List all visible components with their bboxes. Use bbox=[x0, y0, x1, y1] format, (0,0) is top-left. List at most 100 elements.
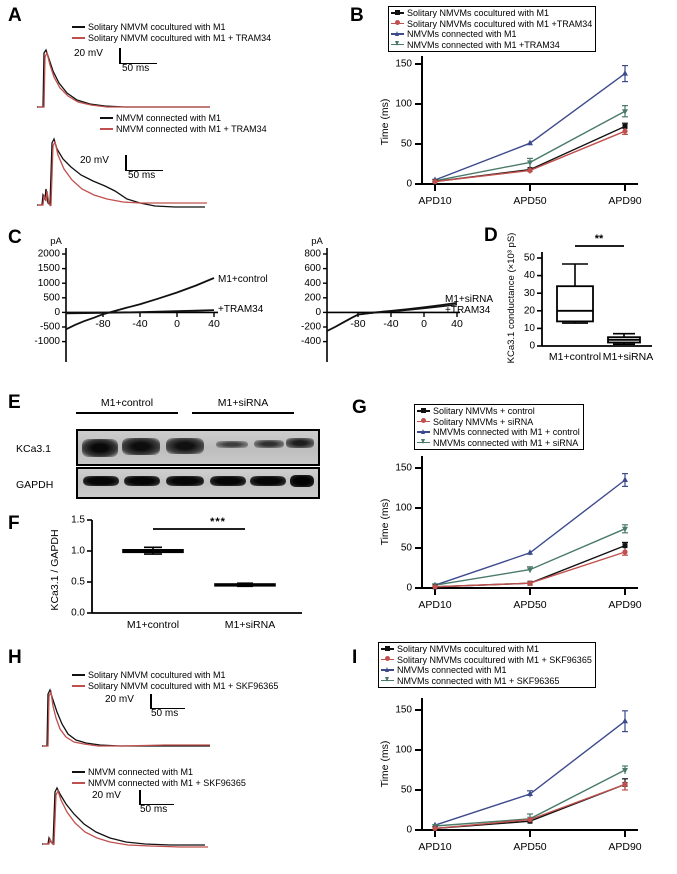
scale-voltage-label: 20 mV bbox=[92, 790, 121, 801]
legend-label: NMVMs connected with M1 + control bbox=[433, 427, 580, 437]
annotation-tram34: +TRAM34 bbox=[445, 305, 491, 316]
legend-label: NMVMs connected with M1 bbox=[397, 665, 507, 675]
iv-curve-right: pA 800 600 400 200 0 -200 -400 -80 -40 bbox=[301, 236, 493, 362]
blot-band bbox=[254, 440, 284, 448]
legend-label: Solitary NMVMs cocultured with M1 bbox=[407, 8, 550, 18]
legend-marker-triangle-teal bbox=[417, 438, 430, 447]
y-tick-label: 1500 bbox=[38, 263, 61, 274]
blot-band bbox=[122, 438, 160, 455]
x-tick-label: APD10 bbox=[418, 195, 451, 207]
y-tick-label: -400 bbox=[301, 336, 321, 347]
line-chart-b: 150 100 50 0 APD10 APD50 APD90 bbox=[379, 56, 642, 207]
scale-horizontal-bar bbox=[150, 707, 185, 709]
x-tick-label: M1+siRNA bbox=[225, 619, 275, 631]
y-tick-label: 150 bbox=[395, 59, 412, 70]
legend-row: NMVMs connected with M1 bbox=[391, 29, 592, 40]
panel-h-bottom-trace-plot bbox=[40, 780, 235, 852]
legend-line-red bbox=[72, 781, 85, 784]
legend-row: Solitary NMVM cocultured with M1 bbox=[72, 670, 278, 681]
legend-row: Solitary NMVMs + control bbox=[417, 406, 580, 417]
ap-trace-svg-a-bottom bbox=[37, 137, 207, 208]
box-m1-sirna bbox=[607, 332, 641, 345]
legend-marker-square-black bbox=[391, 9, 404, 18]
scale-time-label: 50 ms bbox=[128, 170, 156, 181]
y-tick-label: 600 bbox=[304, 263, 321, 274]
blot-band bbox=[82, 439, 118, 457]
blot-row-gapdh bbox=[76, 467, 320, 499]
scale-voltage-label: 20 mV bbox=[74, 48, 103, 59]
legend-row: NMVM connected with M1 bbox=[100, 113, 267, 124]
ap-trace-svg-h-top bbox=[42, 688, 210, 747]
legend-row: NMVM connected with M1 bbox=[72, 767, 246, 778]
y-tick-label: 0 bbox=[54, 307, 60, 318]
y-ticks: 150 100 50 0 bbox=[395, 463, 422, 594]
x-tick-label: 0 bbox=[174, 318, 180, 330]
legend-label: NMVMs connected with M1 +TRAM34 bbox=[407, 39, 560, 50]
y-axis-label: Time (ms) bbox=[379, 741, 391, 788]
y-tick-label: 10 bbox=[524, 323, 536, 334]
y-tick-label: 500 bbox=[43, 292, 60, 303]
y-ticks: 150 100 50 0 bbox=[395, 705, 422, 836]
legend-label: Solitary NMVMs cocultured with M1 +TRAM3… bbox=[407, 18, 593, 29]
box-plot-f: KCa3.1 / GAPDH 0.0 0.5 1.0 1.5 bbox=[49, 515, 302, 631]
iv-curve-left: pA 2000 1500 1000 500 0 -500 -1000 bbox=[34, 236, 268, 362]
y-tick-label: 0 bbox=[529, 341, 535, 352]
trace-red bbox=[38, 140, 207, 207]
scale-vertical-bar bbox=[139, 790, 141, 805]
legend-label: NMVMs connected with M1 bbox=[407, 29, 517, 39]
y-tick-label: 100 bbox=[395, 99, 412, 110]
x-tick-label: 0 bbox=[421, 318, 427, 330]
trace-red bbox=[38, 51, 210, 108]
blot-band bbox=[216, 441, 248, 448]
y-tick-label: 0 bbox=[406, 179, 412, 190]
trace-red bbox=[43, 689, 210, 747]
y-tick-label: 1.5 bbox=[71, 515, 85, 526]
y-tick-label: -500 bbox=[40, 322, 60, 333]
legend-row: Solitary NMVM cocultured with M1 bbox=[72, 22, 271, 33]
legend-label: NMVM connected with M1 bbox=[88, 767, 194, 777]
panel-c-right-chart: pA 800 600 400 200 0 -200 -400 -80 -40 bbox=[285, 232, 500, 377]
y-tick-label: 0 bbox=[406, 825, 412, 836]
panel-label-f: F bbox=[8, 513, 20, 534]
curve-tram34 bbox=[326, 304, 458, 332]
y-tick-label: 50 bbox=[524, 253, 536, 264]
scale-vertical-bar bbox=[150, 694, 152, 709]
legend-line-red bbox=[72, 36, 85, 39]
legend-label: Solitary NMVM cocultured with M1 bbox=[88, 670, 226, 680]
ap-trace-svg-h-bottom bbox=[42, 786, 208, 848]
scale-vertical-bar bbox=[119, 48, 121, 64]
y-tick-label: 50 bbox=[401, 543, 413, 554]
panel-h-top-scalebar: 20 mV 50 ms bbox=[105, 694, 205, 720]
legend-line-black bbox=[72, 26, 85, 29]
series-red bbox=[432, 128, 628, 185]
ap-trace-svg-a-top bbox=[37, 48, 210, 108]
panel-i-legend: Solitary NMVMs cocultured with M1 Solita… bbox=[378, 642, 596, 688]
legend-marker-triangle-blue bbox=[381, 666, 394, 675]
x-ticks: -80 -40 0 40 bbox=[95, 312, 220, 330]
y-axis-label: KCa3.1 / GAPDH bbox=[49, 529, 61, 610]
legend-row: Solitary NMVM cocultured with M1 + TRAM3… bbox=[72, 33, 271, 44]
panel-b-legend: Solitary NMVMs cocultured with M1 Solita… bbox=[388, 6, 597, 52]
y-tick-label: 0.5 bbox=[71, 577, 85, 588]
box-plot-d: KCa3.1 conductance (×10³ pS) 0 10 20 30 … bbox=[506, 233, 653, 364]
trace-black bbox=[37, 137, 205, 208]
panel-g-chart: 150 100 50 0 APD10 APD50 APD90 bbox=[370, 448, 670, 618]
x-tick-label: M1+siRNA bbox=[603, 351, 653, 363]
y-tick-label: 100 bbox=[395, 503, 412, 514]
y-axis-unit-label: pA bbox=[311, 236, 323, 247]
y-ticks: 800 600 400 200 0 -200 -400 bbox=[301, 249, 327, 347]
blot-band bbox=[124, 476, 160, 486]
significance-label: *** bbox=[210, 516, 226, 528]
box-m1-control bbox=[122, 546, 184, 555]
y-ticks: 150 100 50 0 bbox=[395, 59, 422, 190]
legend-label: Solitary NMVMs cocultured with M1 bbox=[397, 644, 540, 654]
x-ticks: APD10 APD50 APD90 bbox=[418, 184, 642, 207]
y-tick-label: 100 bbox=[395, 745, 412, 756]
x-tick-label: -40 bbox=[383, 318, 398, 330]
legend-row: NMVMs connected with M1 + control bbox=[417, 427, 580, 438]
legend-label: Solitary NMVM cocultured with M1 bbox=[88, 22, 226, 32]
scale-vertical-bar bbox=[125, 155, 127, 171]
panel-h-bottom-legend: NMVM connected with M1 NMVM connected wi… bbox=[72, 767, 246, 788]
blot-row-label-kca31: KCa3.1 bbox=[16, 443, 52, 455]
legend-label: Solitary NMVMs + siRNA bbox=[433, 416, 534, 427]
